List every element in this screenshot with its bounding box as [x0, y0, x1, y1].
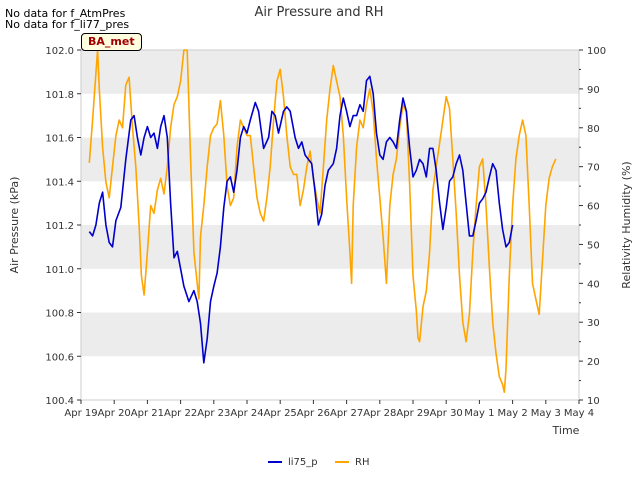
series-line-li75-p	[88, 75, 514, 364]
left-tick-label: 100.4	[45, 396, 74, 407]
no-data-note-li77: No data for f_li77_pres	[5, 18, 130, 31]
legend-label: li75_p	[288, 457, 318, 468]
x-tick-label: Apr 24	[230, 408, 263, 419]
x-axis-label: Time	[552, 424, 580, 437]
x-tick-label: Apr 20	[98, 408, 131, 419]
x-tick-label: Apr 26	[297, 408, 330, 419]
no-data-note-atmpres: No data for f_AtmPres	[5, 7, 126, 20]
chart-title: Air Pressure and RH	[254, 5, 383, 20]
right-tick-label: 50	[587, 240, 600, 251]
x-tick-label: May 3	[531, 408, 561, 419]
right-tick-label: 80	[587, 124, 600, 135]
right-tick-label: 20	[587, 357, 600, 368]
left-axis-label: Air Pressure (kPa)	[8, 177, 21, 274]
right-tick-label: 40	[587, 279, 600, 290]
grid-bands	[81, 50, 579, 357]
x-tick-label: May 1	[464, 408, 494, 419]
right-tick-label: 10	[587, 396, 600, 407]
left-tick-label: 101.6	[45, 134, 74, 145]
right-axis-ticks: 10 20 30 40 50 60 70 80 90 100	[579, 46, 606, 407]
x-tick-label: Apr 21	[131, 408, 164, 419]
x-tick-label: Apr 30	[430, 408, 463, 419]
right-axis-label: Relativity Humidity (%)	[620, 161, 633, 288]
right-tick-label: 90	[587, 85, 600, 96]
left-axis-ticks: 100.4 100.6 100.8 101.0 101.2 101.4 101.6 101.8…	[45, 46, 81, 407]
left-tick-label: 101.8	[45, 90, 74, 101]
x-tick-label: Apr 23	[197, 408, 230, 419]
right-tick-label: 70	[587, 163, 600, 174]
right-tick-label: 30	[587, 318, 600, 329]
grid-band	[81, 312, 579, 357]
left-tick-label: 101.0	[45, 265, 74, 276]
left-tick-label: 101.4	[45, 177, 74, 188]
left-tick-label: 102.0	[45, 46, 74, 57]
legend-label: RH	[355, 457, 369, 468]
left-tick-label: 100.8	[45, 309, 74, 320]
x-tick-label: May 2	[497, 408, 527, 419]
x-axis-ticks: Apr 19 Apr 20 Apr 21 Apr 22 Apr 23 Apr 24 Apr …	[64, 400, 594, 419]
series-layer	[88, 49, 557, 394]
x-tick-label: Apr 28	[363, 408, 396, 419]
x-tick-label: May 4	[564, 408, 594, 419]
x-tick-label: Apr 19	[64, 408, 97, 419]
right-tick-label: 100	[587, 46, 606, 57]
right-tick-label: 60	[587, 202, 600, 213]
legend: li75_p RH	[268, 457, 369, 468]
x-tick-label: Apr 22	[164, 408, 197, 419]
x-tick-label: Apr 29	[396, 408, 429, 419]
left-tick-label: 100.6	[45, 352, 74, 363]
x-tick-label: Apr 27	[330, 408, 363, 419]
x-tick-label: Apr 25	[264, 408, 297, 419]
station-badge: BA_met	[81, 33, 142, 51]
grid-band	[81, 225, 579, 269]
left-tick-label: 101.2	[45, 221, 74, 232]
series-line-rh	[88, 49, 557, 394]
